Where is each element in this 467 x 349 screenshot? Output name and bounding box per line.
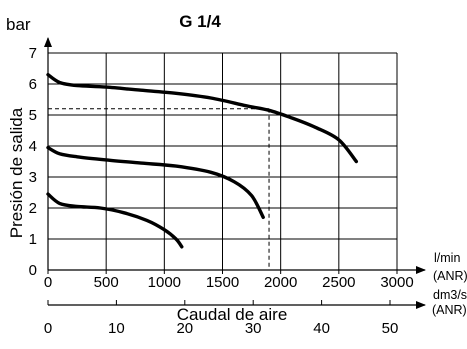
x-tick-label: 1000 [148, 274, 181, 291]
x-tick-label: 0 [44, 274, 52, 291]
x-tick-label: 2500 [322, 274, 355, 291]
x-tick-labels: 0 500 1000 1500 2000 2500 3000 [44, 270, 414, 291]
x-tick-label: 1500 [206, 274, 239, 291]
y-axis-title: Presión de salida [7, 107, 26, 238]
chart-title: G 1/4 [179, 12, 221, 31]
x-tick-label: 3000 [380, 274, 413, 291]
series-layer [48, 75, 356, 247]
secondary-unit-qualifier: (ANR) [432, 303, 467, 317]
x-tick-label: 2000 [264, 274, 297, 291]
secondary-x-tick-label: 30 [245, 320, 262, 337]
y-tick-label: 6 [29, 76, 37, 93]
y-tick-labels: 0 1 2 3 4 5 6 7 [29, 45, 37, 279]
y-tick-label: 2 [29, 200, 37, 217]
y-tick-label: 7 [29, 45, 37, 62]
y-tick-label: 4 [29, 138, 37, 155]
secondary-x-tick-label: 10 [108, 320, 125, 337]
series-line-1 [48, 75, 356, 162]
x-tick-label: 500 [94, 274, 119, 291]
secondary-unit-label: dm3/s [433, 288, 467, 302]
y-tick-label: 0 [29, 262, 37, 279]
y-tick-label: 3 [29, 169, 37, 186]
x-axis-title: Caudal de aire [177, 305, 288, 324]
secondary-x-tick-label: 40 [313, 320, 330, 337]
y-unit-label: bar [6, 15, 31, 34]
y-tick-label: 5 [29, 107, 37, 124]
y-tick-label: 1 [29, 231, 37, 248]
secondary-x-tick-label: 0 [44, 320, 52, 337]
primary-unit-qualifier: (ANR) [433, 269, 467, 283]
primary-unit-label: l/min [434, 251, 460, 265]
reference-lines [48, 109, 269, 270]
secondary-x-tick-label: 20 [176, 320, 193, 337]
secondary-x-tick-label: 50 [382, 320, 399, 337]
